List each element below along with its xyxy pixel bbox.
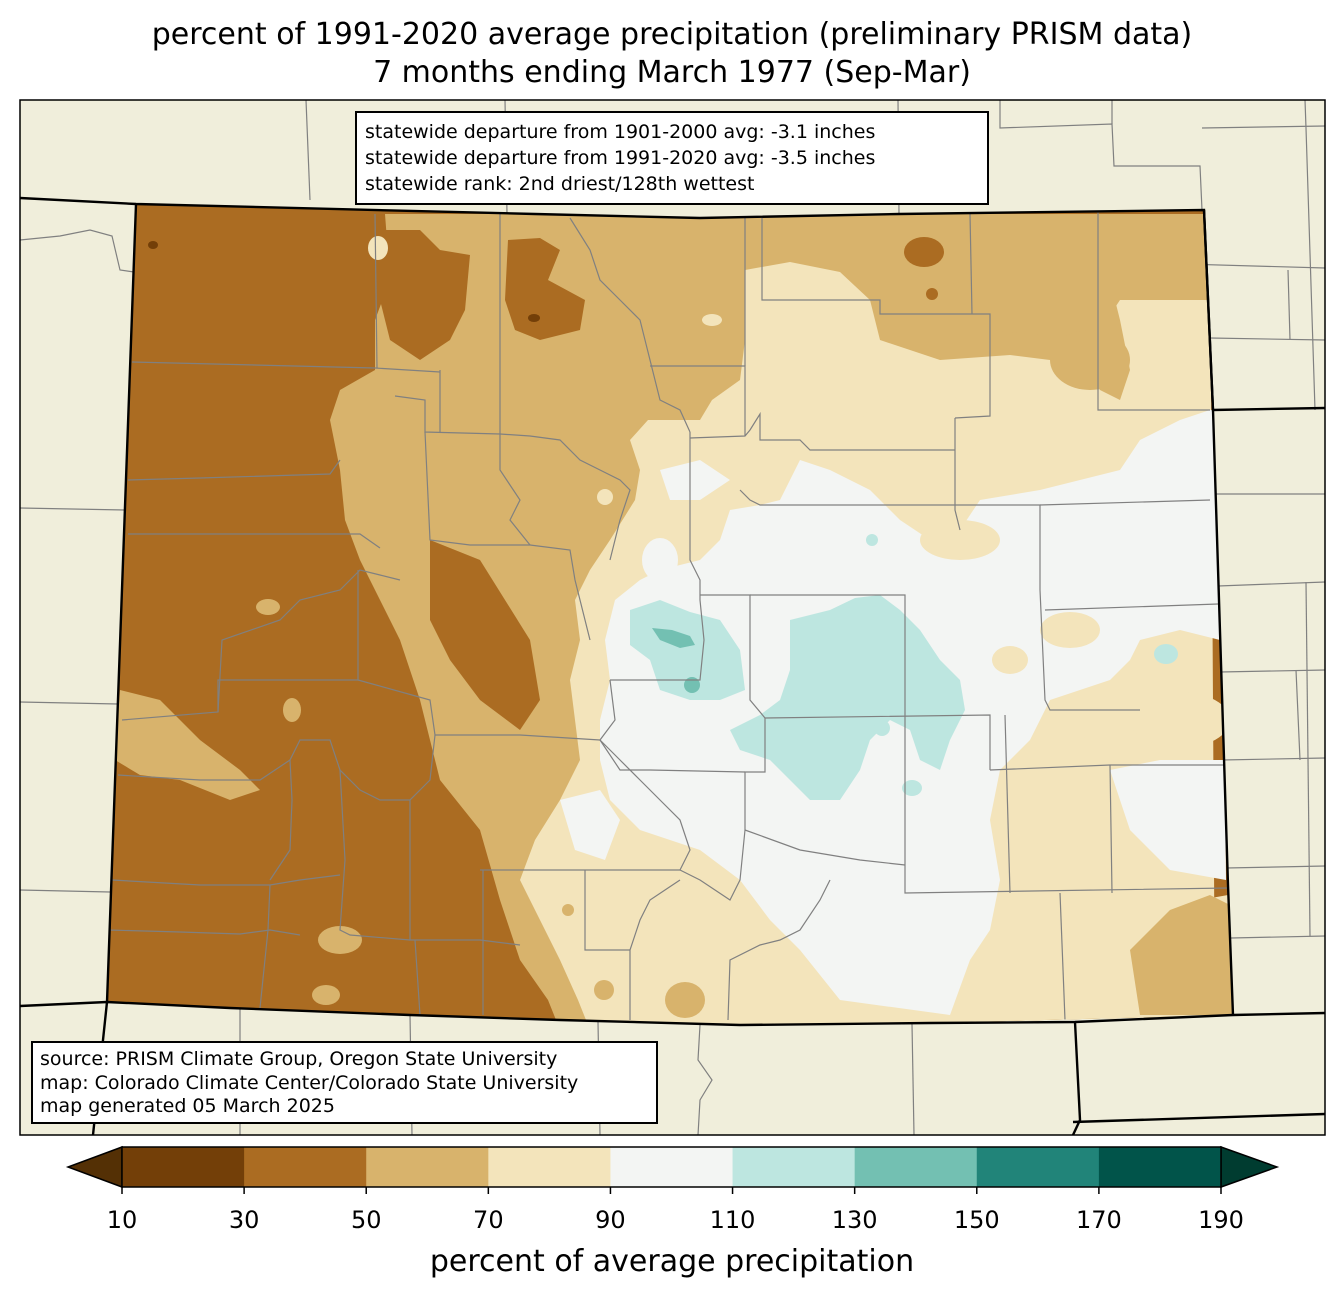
colorbar-bin-170-190: [1098, 1147, 1222, 1187]
source-line-2: map: Colorado Climate Center/Colorado St…: [40, 1071, 579, 1094]
colorbar-bin-130-150: [854, 1147, 978, 1187]
source-box: source: PRISM Climate Group, Oregon Stat…: [31, 1041, 658, 1124]
colorbar-bin-90-110: [610, 1147, 734, 1187]
colorbar-tick-label: 30: [228, 1206, 260, 1234]
source-line-1: source: PRISM Climate Group, Oregon Stat…: [40, 1048, 558, 1070]
colorbar-over-arrow: [1220, 1145, 1280, 1189]
colorbar-bin-30-50: [244, 1147, 367, 1187]
colorbar-tick-label: 70: [473, 1206, 504, 1234]
colorbar-outline: [121, 1146, 1222, 1188]
map-title-line2: 7 months ending March 1977 (Sep-Mar): [373, 55, 971, 90]
colorbar-bin-110-130: [732, 1147, 856, 1187]
stats-line-1: statewide departure from 1901-2000 avg: …: [365, 121, 876, 143]
colorbar-tick-label: 190: [1198, 1206, 1244, 1234]
colorbar-under-arrow: [65, 1145, 123, 1189]
colorbar-tick-label: 110: [709, 1206, 756, 1234]
colorbar-tick-label: 10: [106, 1206, 138, 1234]
map-frame: [19, 99, 1326, 1136]
statewide-stats-box: statewide departure from 1901-2000 avg: …: [355, 111, 989, 205]
colorbar: [65, 1145, 1280, 1194]
colorbar-tick-label: 130: [831, 1206, 878, 1234]
colorbar-tick-label: 150: [953, 1206, 1000, 1234]
colorbar-bin-50-70: [366, 1147, 489, 1187]
colorbar-label: percent of average precipitation: [429, 1244, 915, 1279]
colorado-precip-field: [107, 204, 1233, 1025]
colorbar-bin-150-170: [976, 1147, 1100, 1187]
county-lines: [107, 210, 1229, 1021]
colorbar-bin-10-30: [122, 1147, 245, 1187]
colorbar-bin-70-90: [488, 1147, 611, 1187]
colorbar-tick-label: 170: [1075, 1206, 1122, 1234]
colorbar-tick-label: 90: [595, 1206, 626, 1234]
map-title-line1: percent of 1991-2020 average precipitati…: [151, 17, 1193, 52]
colorbar-tick-label: 50: [350, 1206, 382, 1234]
source-line-3: map generated 05 March 2025: [40, 1095, 335, 1117]
stats-line-2: statewide departure from 1991-2020 avg: …: [365, 147, 876, 169]
stats-line-3: statewide rank: 2nd driest/128th wettest: [365, 173, 755, 195]
